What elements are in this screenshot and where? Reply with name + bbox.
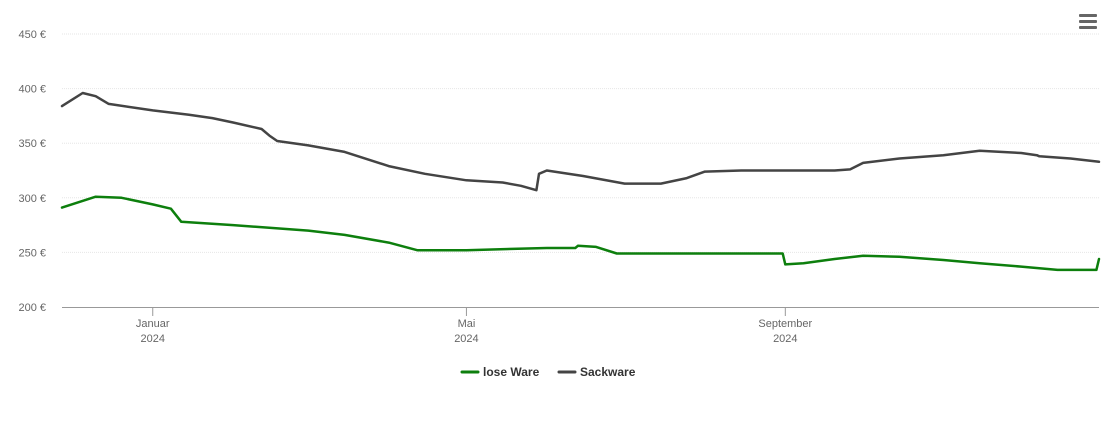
series-line-lose-ware[interactable] bbox=[60, 195, 1101, 272]
y-axis-tick-labels: 450 € 400 € 350 € 300 € 250 € 200 € bbox=[18, 29, 46, 314]
x-tick-label-year: 2024 bbox=[140, 333, 164, 345]
x-axis-ticks: Januar 2024 Mai 2024 September 2024 bbox=[136, 307, 813, 345]
y-tick-label: 350 € bbox=[18, 138, 46, 150]
x-tick-label-month: Mai bbox=[458, 318, 476, 330]
legend-item-lose-ware[interactable]: lose Ware bbox=[460, 365, 540, 379]
x-tick-label-month: September bbox=[758, 318, 812, 330]
y-tick-label: 400 € bbox=[18, 84, 46, 96]
chart-menu-button[interactable] bbox=[1076, 12, 1100, 32]
legend-item-sackware[interactable]: Sackware bbox=[557, 365, 636, 379]
legend: lose Ware Sackware bbox=[460, 365, 636, 379]
y-tick-label: 300 € bbox=[18, 193, 46, 205]
hamburger-menu-icon-bar bbox=[1079, 26, 1097, 29]
y-tick-label: 250 € bbox=[18, 247, 46, 259]
hamburger-menu-icon-bar bbox=[1079, 20, 1097, 23]
x-tick-label-year: 2024 bbox=[454, 333, 478, 345]
series-line-sackware[interactable] bbox=[60, 91, 1101, 192]
hamburger-menu-icon-bar bbox=[1079, 14, 1097, 17]
y-tick-label: 200 € bbox=[18, 302, 46, 314]
legend-label: lose Ware bbox=[483, 365, 540, 379]
y-tick-label: 450 € bbox=[18, 29, 46, 41]
series-lines bbox=[60, 91, 1101, 272]
legend-label: Sackware bbox=[580, 365, 636, 379]
x-tick-label-year: 2024 bbox=[773, 333, 797, 345]
grid-lines bbox=[62, 33, 1099, 253]
x-tick-label-month: Januar bbox=[136, 318, 170, 330]
